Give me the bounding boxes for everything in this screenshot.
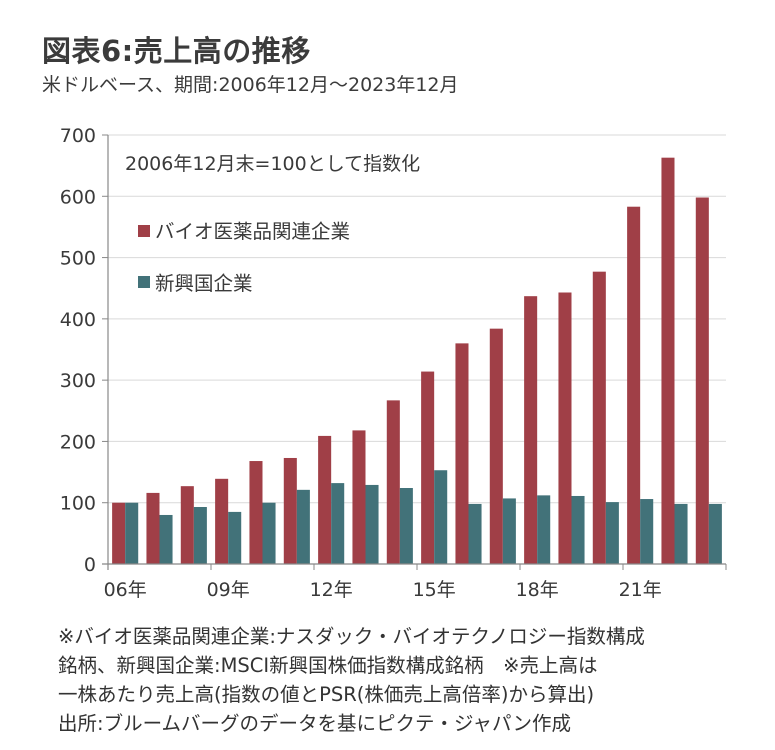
y-tick-label: 300: [60, 370, 96, 392]
legend-label-emerging: 新興国企業: [155, 272, 253, 295]
gridlines: [108, 134, 726, 504]
y-tick-label: 0: [84, 554, 96, 576]
bar-emerging: [502, 498, 516, 564]
y-tick-label: 500: [60, 248, 96, 270]
axes: 0 100 200 300 400 500 600 700 06年 09年 12年 15年 18年 21年: [60, 125, 727, 601]
y-tick-label: 100: [60, 493, 96, 515]
bar-bio: [489, 328, 503, 564]
bar-bio: [318, 435, 332, 564]
bar-emerging: [674, 503, 688, 564]
bar-emerging: [125, 502, 139, 564]
x-tick-label: 06年: [104, 579, 147, 601]
x-tick-label: 12年: [310, 579, 353, 601]
bar-bio: [524, 296, 538, 564]
x-tick-label: 21年: [619, 579, 662, 601]
footnote-line: 一株あたり売上高(指数の値とPSR(株価売上高倍率)から算出): [58, 683, 595, 706]
x-tick-label: 18年: [516, 579, 559, 601]
bar-bio: [421, 371, 435, 564]
bar-emerging: [640, 499, 654, 564]
y-tick-label: 200: [60, 431, 96, 453]
bar-emerging: [537, 495, 551, 564]
bar-emerging: [365, 484, 379, 564]
bar-emerging: [331, 483, 345, 564]
chart-title: 図表6:売上高の推移: [42, 34, 311, 68]
chart-subtitle: 米ドルベース、期間:2006年12月～2023年12月: [42, 74, 459, 96]
bar-emerging: [468, 503, 482, 564]
y-tick-label: 400: [60, 309, 96, 331]
bar-bio: [249, 461, 263, 564]
bar-bio: [146, 492, 160, 564]
bar-emerging: [434, 470, 448, 564]
annotation-label: 2006年12月末=100として指数化: [125, 153, 420, 175]
bar-emerging: [605, 502, 619, 564]
bar-bio: [283, 457, 297, 564]
x-tick-label: 09年: [207, 579, 250, 601]
legend-swatch-bio: [138, 225, 150, 237]
bar-bio: [627, 206, 641, 564]
bar-emerging: [159, 514, 173, 564]
bar-bio: [695, 197, 709, 565]
bar-bio: [592, 271, 606, 564]
footnote-line: ※バイオ医薬品関連企業:ナスダック・バイオテクノロジー指数構成: [58, 625, 645, 648]
bar-bio: [352, 430, 366, 564]
footnote-line: 出所:ブルームバーグのデータを基にピクテ・ジャパン作成: [58, 712, 571, 735]
bar-emerging: [708, 503, 722, 564]
bar-emerging: [193, 507, 207, 564]
y-tick-label: 600: [60, 186, 96, 208]
bar-bio: [112, 502, 126, 564]
legend: 2006年12月末=100として指数化 バイオ医薬品関連企業 新興国企業: [125, 153, 420, 295]
bar-emerging: [571, 495, 585, 564]
footnotes: ※バイオ医薬品関連企業:ナスダック・バイオテクノロジー指数構成 銘柄、新興国企業…: [58, 622, 645, 738]
bar-emerging: [399, 488, 413, 564]
bar-emerging: [228, 511, 242, 564]
bar-bio: [386, 400, 400, 564]
bar-bio: [455, 343, 469, 564]
bar-emerging: [296, 489, 310, 564]
x-tick-label: 15年: [413, 579, 456, 601]
bar-bio: [661, 157, 675, 564]
legend-label-bio: バイオ医薬品関連企業: [155, 220, 350, 243]
bar-bio: [558, 292, 572, 564]
bar-bio: [180, 486, 194, 564]
legend-swatch-emerging: [138, 276, 150, 288]
y-tick-label: 700: [60, 125, 96, 147]
footnote-line: 銘柄、新興国企業:MSCI新興国株価指数構成銘柄 ※売上高は: [58, 654, 598, 677]
bar-chart: 0 100 200 300 400 500 600 700 06年 09年 12年 15年 18年 21年…: [60, 125, 727, 601]
bars: [112, 157, 722, 565]
bar-bio: [215, 478, 229, 564]
bar-emerging: [262, 502, 276, 564]
